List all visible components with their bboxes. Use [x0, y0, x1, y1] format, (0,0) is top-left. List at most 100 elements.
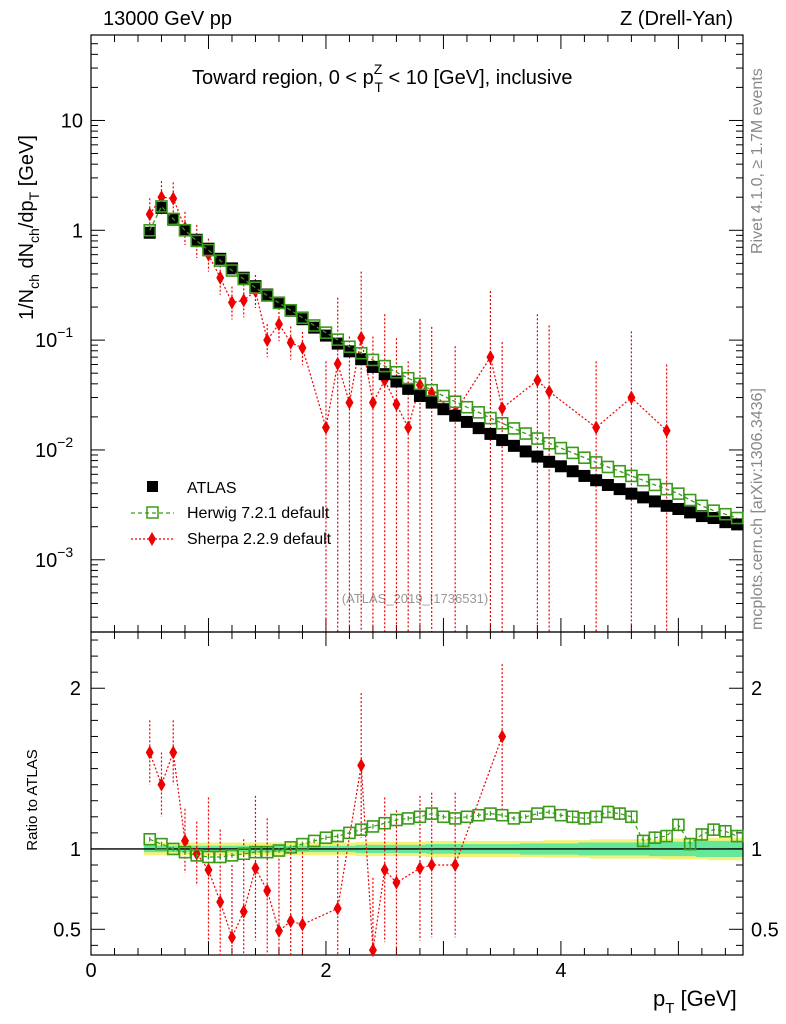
- atlas-point: [566, 465, 579, 478]
- sherpa-ratio-point: [286, 914, 295, 929]
- herwig-point: [272, 296, 286, 310]
- sherpa-point: [404, 420, 413, 435]
- atlas-point: [637, 491, 650, 504]
- herwig-point: [296, 311, 309, 325]
- herwig-point: [672, 487, 685, 500]
- atlas-point: [660, 499, 673, 512]
- atlas-point: [237, 271, 250, 284]
- sherpa-point: [274, 317, 283, 332]
- herwig-point: [284, 303, 298, 317]
- atlas-point: [402, 382, 415, 395]
- atlas-point: [155, 201, 168, 214]
- ratio-x-tick-label: 2: [320, 960, 331, 982]
- atlas-point: [554, 460, 567, 473]
- sherpa-point: [169, 191, 178, 206]
- atlas-point: [449, 409, 462, 422]
- herwig-point: [507, 422, 521, 435]
- ratio-x-axis: 0 2 4: [85, 632, 726, 982]
- atlas-point: [202, 242, 215, 255]
- sherpa-point: [227, 295, 236, 310]
- atlas-point: [578, 469, 591, 482]
- herwig-point: [354, 346, 368, 360]
- sherpa-point: [662, 423, 671, 438]
- sherpa-series-main: [145, 181, 671, 632]
- sherpa-ratio-point: [180, 833, 189, 848]
- herwig-point: [178, 223, 192, 237]
- sherpa-point: [145, 207, 154, 222]
- sherpa-ratio-point: [427, 858, 436, 873]
- atlas-point: [601, 478, 614, 491]
- herwig-point: [202, 243, 215, 257]
- sherpa-point: [286, 335, 295, 350]
- herwig-point: [413, 377, 427, 391]
- legend-herwig-label: Herwig 7.2.1 default: [187, 505, 330, 522]
- herwig-point: [554, 441, 568, 455]
- herwig-point: [695, 499, 709, 513]
- herwig-point: [166, 212, 180, 226]
- header-right: Z (Drell-Yan): [620, 8, 733, 30]
- legend: ATLAS Herwig 7.2.1 default Sherpa 2.2.9 …: [131, 480, 332, 548]
- atlas-point: [719, 516, 732, 529]
- sherpa-point: [592, 420, 601, 435]
- sherpa-point: [533, 373, 542, 388]
- sherpa-point: [357, 330, 366, 345]
- watermark: (ATLAS_2019_I1736531): [342, 591, 488, 606]
- main-y-axis: 10 1 10−1 10−2 10−3: [35, 34, 743, 618]
- herwig-point: [213, 254, 227, 267]
- main-y-tick-label: 10−2: [35, 434, 73, 462]
- legend-sherpa-marker: [148, 532, 156, 546]
- main-title: Toward region, 0 < pZ T < 10 [GeV], inclu…: [192, 61, 572, 95]
- herwig-line: [149, 205, 738, 519]
- atlas-point: [413, 389, 426, 402]
- sherpa-ratio-point: [498, 729, 507, 744]
- atlas-point: [625, 487, 638, 500]
- x-axis-label: pT [GeV]: [653, 986, 737, 1017]
- atlas-point: [331, 337, 344, 350]
- herwig-ratio-point: [672, 818, 685, 832]
- atlas-point: [707, 512, 720, 525]
- sherpa-point: [321, 420, 330, 435]
- atlas-point: [684, 506, 697, 519]
- sherpa-point: [368, 395, 377, 410]
- sherpa-ratio-point: [263, 883, 272, 898]
- herwig-ratio-point: [683, 837, 697, 851]
- sherpa-point: [298, 340, 307, 355]
- main-y-tick-label: 1: [72, 220, 83, 242]
- ratio-y-tick-label-right: 1: [751, 839, 762, 861]
- sherpa-ratio-point: [274, 923, 283, 938]
- sherpa-ratio-point: [227, 930, 236, 945]
- rivet-label: Rivet 4.1.0, ≥ 1.7M events: [749, 68, 766, 254]
- herwig-ratio-point: [660, 829, 673, 843]
- sherpa-series-ratio: [145, 664, 507, 958]
- sherpa-ratio-point: [204, 862, 213, 877]
- ratio-x-tick-label: 0: [85, 960, 96, 982]
- atlas-point: [507, 439, 520, 452]
- herwig-point: [613, 464, 626, 478]
- herwig-point: [190, 234, 204, 248]
- main-y-tick-label: 10: [61, 110, 83, 132]
- herwig-point: [307, 319, 321, 332]
- ratio-frame: [90, 631, 744, 956]
- sherpa-ratio-point: [415, 861, 424, 876]
- herwig-point: [566, 446, 579, 460]
- atlas-point: [437, 403, 450, 416]
- ratio-ylabel: Ratio to ATLAS: [24, 749, 41, 850]
- sherpa-ratio-point: [239, 904, 248, 919]
- atlas-point: [519, 445, 532, 458]
- herwig-point: [343, 340, 356, 354]
- mcplots-label: mcplots.cern.ch [arXiv:1306.3436]: [749, 388, 766, 630]
- ratio-panel: 2 2 1 1 0.5 0.5 0 2 4 Ratio to ATLAS pT [GeV]: [24, 631, 779, 1017]
- atlas-point: [590, 474, 603, 487]
- herwig-point: [636, 473, 650, 487]
- herwig-point: [225, 264, 239, 277]
- atlas-point: [460, 415, 473, 428]
- herwig-point: [331, 333, 345, 346]
- atlas-point: [695, 510, 708, 523]
- main-panel: 10 1 10−1 10−2 10−3 Toward region, 0 < pZ T <…: [16, 34, 744, 633]
- legend-sherpa-label: Sherpa 2.2.9 default: [187, 531, 332, 548]
- atlas-point: [531, 450, 544, 463]
- atlas-point: [543, 455, 556, 468]
- sherpa-point: [498, 401, 507, 416]
- herwig-ratio-point: [625, 810, 638, 824]
